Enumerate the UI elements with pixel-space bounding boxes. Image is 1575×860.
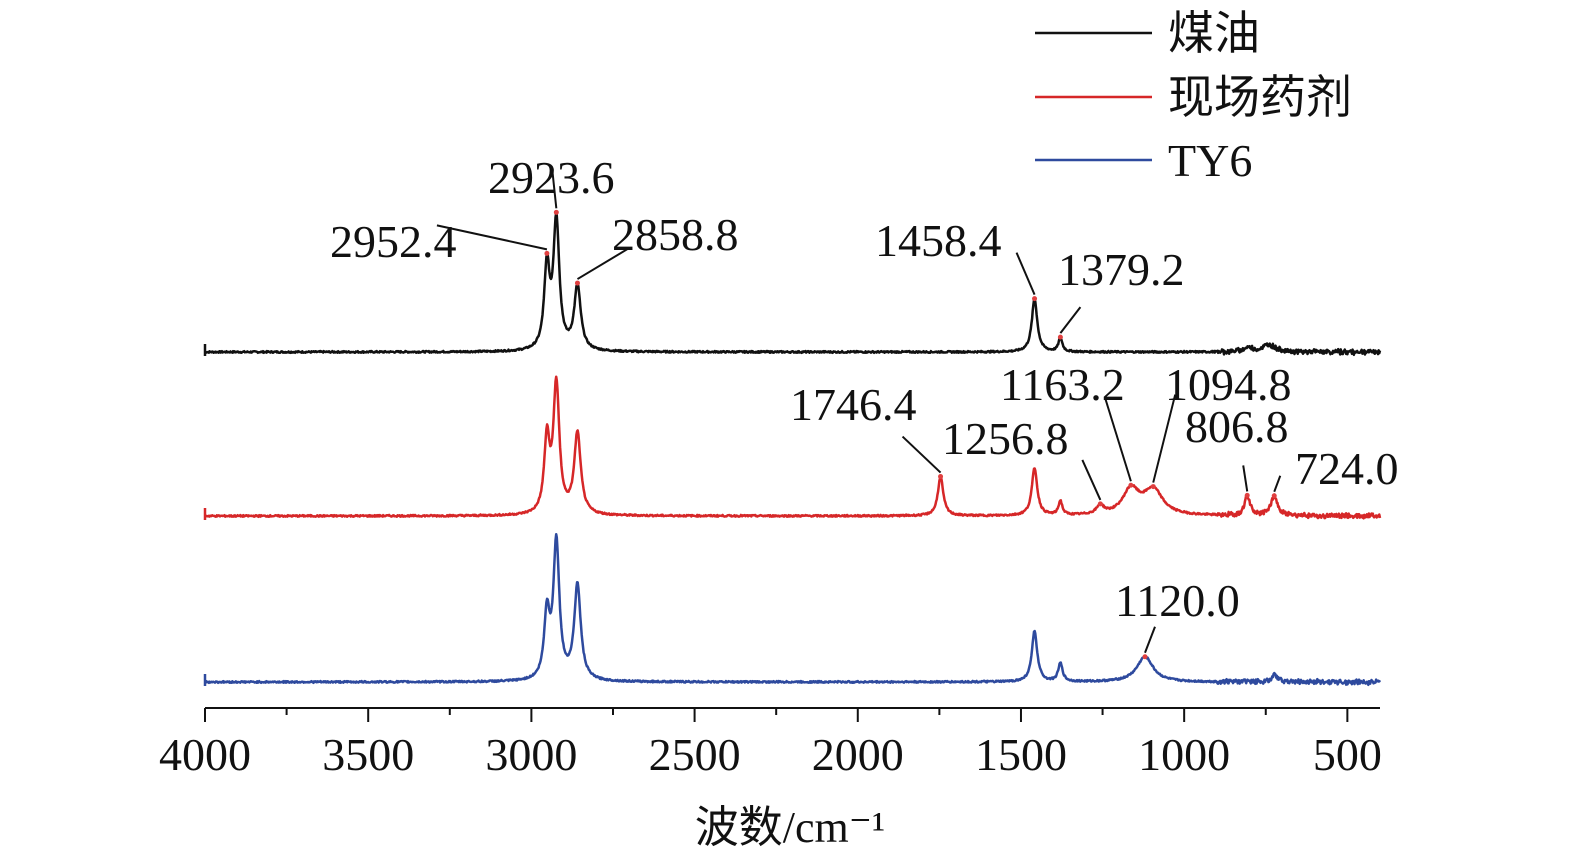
- x-tick-label: 3500: [322, 729, 414, 780]
- legend-label: TY6: [1168, 135, 1252, 186]
- peak-label: 1094.8: [1165, 359, 1292, 410]
- peak-marker: [1032, 296, 1038, 302]
- peak-label: 724.0: [1295, 443, 1399, 494]
- peak-leader-line: [1015, 252, 1036, 296]
- peak-marker: [1142, 654, 1148, 660]
- series-layer: [203, 211, 1382, 687]
- x-tick-label: 3000: [485, 729, 577, 780]
- series-line: [204, 211, 1382, 357]
- peak-marker: [553, 209, 559, 215]
- peak-label: 2952.4: [330, 216, 457, 267]
- peak-label: 1746.4: [790, 379, 917, 430]
- peak-leader-line: [576, 248, 628, 280]
- peak-label: 2858.8: [612, 209, 739, 260]
- legend-label: 煤油: [1168, 8, 1260, 59]
- annotation-layer: 2952.4 2923.6 2858.8 1458.4 1379.2 1746.4 1256…: [330, 152, 1399, 660]
- peak-label: 2923.6: [488, 152, 615, 203]
- peak-label: 806.8: [1185, 401, 1289, 452]
- peak-leader-line: [1152, 394, 1177, 483]
- x-tick-label: 500: [1313, 729, 1382, 780]
- peak-marker: [1128, 482, 1134, 488]
- peak-leader-line: [1081, 459, 1102, 501]
- peak-leader-line: [1273, 475, 1282, 493]
- peak-leader-line: [551, 170, 558, 209]
- peak-marker: [1244, 492, 1250, 498]
- x-tick-label: 1500: [975, 729, 1067, 780]
- x-tick-label: 1000: [1138, 729, 1230, 780]
- series-line: [204, 532, 1382, 687]
- x-axis: 4000 3500 3000 2500 2000 1500 1000 500: [159, 707, 1382, 780]
- peak-marker: [1057, 334, 1063, 340]
- peak-label: 1379.2: [1058, 244, 1185, 295]
- peak-leader-line: [901, 435, 942, 474]
- peak-marker: [938, 474, 944, 480]
- peak-marker: [544, 250, 550, 256]
- x-axis-title: 波数/cm⁻¹: [695, 803, 885, 852]
- x-tick-label: 2500: [649, 729, 741, 780]
- peak-label: 1163.2: [1000, 359, 1125, 410]
- legend-label: 现场药剂: [1168, 72, 1352, 123]
- peak-leader-line: [436, 224, 548, 251]
- peak-leader-line: [1059, 306, 1082, 334]
- peak-label: 1458.4: [875, 215, 1002, 266]
- peak-marker: [1150, 484, 1156, 490]
- peak-marker: [1271, 493, 1277, 499]
- peak-marker: [1097, 501, 1103, 507]
- peak-label: 1120.0: [1115, 575, 1240, 626]
- peak-leader-line: [1103, 396, 1132, 482]
- series-line: [204, 375, 1382, 520]
- peak-leader-line: [1144, 626, 1156, 654]
- peak-leader-line: [1242, 465, 1249, 492]
- x-tick-label: 2000: [812, 729, 904, 780]
- peak-label: 1256.8: [942, 413, 1069, 464]
- x-tick-label: 4000: [159, 729, 251, 780]
- peak-marker: [574, 280, 580, 286]
